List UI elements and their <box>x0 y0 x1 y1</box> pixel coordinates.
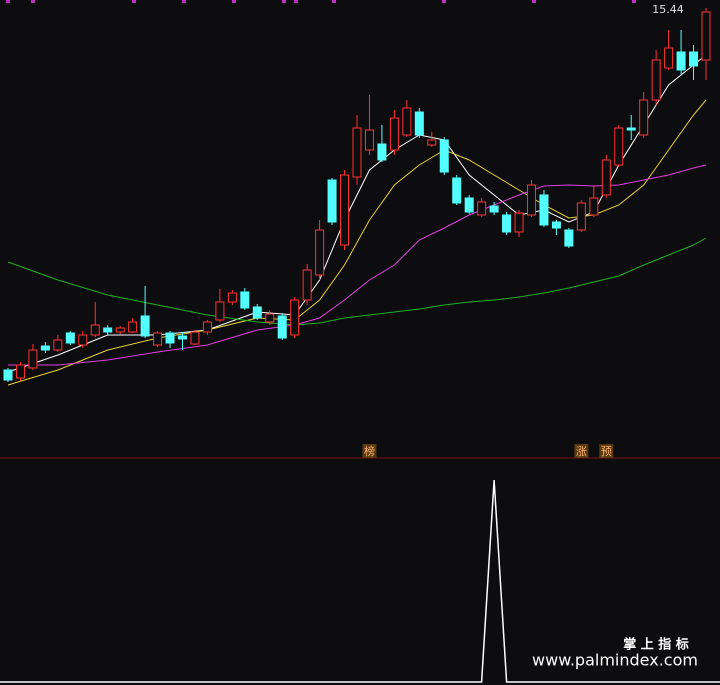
moving-average-line <box>8 164 707 366</box>
candle-body <box>414 111 424 136</box>
candle-body <box>489 205 499 213</box>
candle-body <box>564 229 574 247</box>
candle-body <box>115 327 125 333</box>
candle-body <box>502 214 512 233</box>
candle-body <box>15 364 25 379</box>
candle-body <box>277 315 287 339</box>
candle-body <box>364 129 374 151</box>
candle-body <box>689 51 699 67</box>
moving-average-line <box>7 54 707 373</box>
signal-badge <box>362 444 377 458</box>
candle-body <box>215 301 225 321</box>
top-dots <box>6 0 636 3</box>
signal-label: 涨 <box>576 445 587 458</box>
candle-body <box>153 332 163 346</box>
candle-body <box>28 349 38 369</box>
candle-body <box>252 306 262 319</box>
candle-body <box>240 291 250 309</box>
candle-body <box>40 345 50 351</box>
candle-body <box>3 369 13 381</box>
candle-body <box>377 143 387 161</box>
candle-body <box>327 179 337 223</box>
candle-body <box>626 127 636 131</box>
candle-body <box>302 269 312 301</box>
candle-body <box>427 139 437 146</box>
candle-body <box>352 127 362 178</box>
candle-body <box>315 229 325 276</box>
candle-body <box>651 59 661 101</box>
candle-body <box>514 212 524 233</box>
candle-body <box>701 11 711 61</box>
candle-body <box>202 321 212 333</box>
candle-body <box>78 334 88 346</box>
candle-body <box>227 292 237 303</box>
candle-body <box>464 197 474 213</box>
signal-badge <box>574 444 589 458</box>
candle-body <box>477 201 487 216</box>
indicator-line <box>0 479 720 683</box>
moving-average-line <box>7 99 707 386</box>
candle-body <box>551 221 561 229</box>
candle-body <box>527 184 536 216</box>
candle-body <box>639 99 649 136</box>
candle-body <box>103 327 113 333</box>
candle-body <box>65 332 75 344</box>
candle-body <box>664 47 674 69</box>
signal-label: 预 <box>601 445 612 458</box>
candle-body <box>165 332 175 344</box>
candle-body <box>90 324 100 336</box>
candle-body <box>190 331 200 345</box>
high-label: 15.44 <box>652 3 684 16</box>
signal-badge <box>599 444 614 458</box>
candle-body <box>539 194 549 226</box>
candle-body <box>178 335 187 340</box>
candle-body <box>452 177 462 204</box>
candle-body <box>439 139 449 173</box>
candle-body <box>340 174 350 246</box>
candle-body <box>265 313 275 323</box>
candle-body <box>128 321 138 333</box>
candle-body <box>576 202 586 231</box>
candle-body <box>601 159 611 196</box>
moving-average-line <box>7 237 707 326</box>
candle-body <box>389 117 399 151</box>
candle-body <box>589 197 599 216</box>
candle-body <box>614 127 624 166</box>
watermark-url: www.palmindex.com <box>532 651 698 670</box>
watermark-title: 掌 上 指 标 <box>623 637 689 653</box>
candle-body <box>676 51 686 71</box>
candle-body <box>53 339 63 351</box>
signal-label: 榜 <box>364 444 375 458</box>
candle-body <box>140 315 150 337</box>
candle-body <box>402 107 412 136</box>
candle-body <box>290 299 300 336</box>
